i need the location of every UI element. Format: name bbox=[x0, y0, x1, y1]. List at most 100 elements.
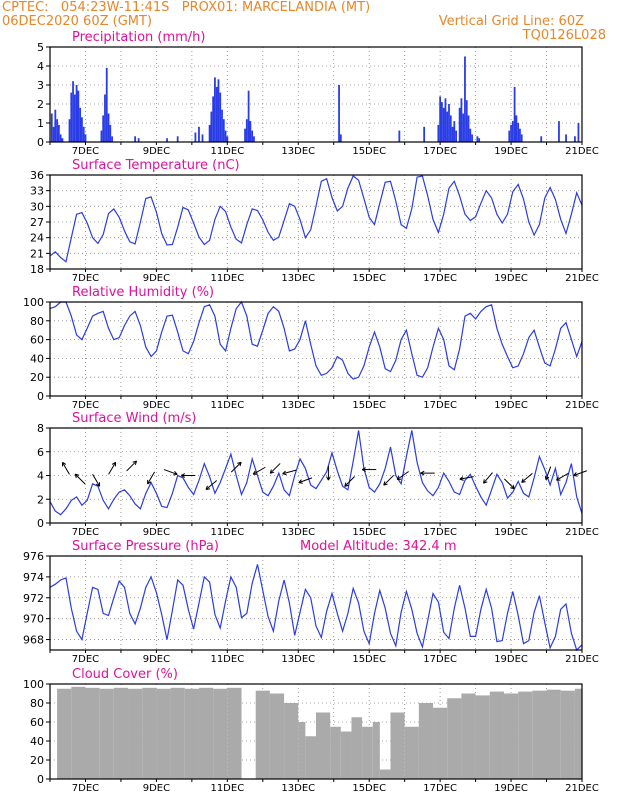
x-tick-label: 21DEC bbox=[565, 146, 599, 157]
precip-bar bbox=[574, 136, 576, 142]
y-tick-label: 8 bbox=[37, 422, 44, 435]
wind-arrow bbox=[126, 460, 138, 472]
cloud-bar bbox=[330, 726, 341, 779]
wind-arrow-head bbox=[327, 476, 331, 481]
cloud-bar bbox=[298, 722, 306, 779]
precip-bar bbox=[478, 138, 481, 142]
x-tick-label: 13DEC bbox=[281, 273, 315, 284]
precip-bar bbox=[511, 121, 514, 142]
wind-arrow bbox=[108, 461, 117, 475]
precip-bar bbox=[464, 56, 466, 142]
precip-bar bbox=[467, 115, 470, 142]
precip-bar bbox=[79, 107, 82, 142]
x-tick-label: 7DEC bbox=[72, 783, 99, 794]
wind-arrow-head bbox=[483, 481, 488, 484]
wind-arrow-shaft bbox=[344, 476, 355, 487]
precip-bar bbox=[107, 113, 110, 142]
precip-bar bbox=[398, 130, 401, 142]
wind-arrow bbox=[205, 480, 218, 490]
x-tick-label: 7DEC bbox=[72, 654, 99, 665]
wind-arrow bbox=[163, 469, 178, 476]
wind-arrow-head bbox=[483, 479, 485, 484]
wind-arrow-head bbox=[510, 487, 515, 490]
precip-bar bbox=[520, 134, 523, 142]
precip-bar bbox=[444, 98, 447, 142]
cloud-bar bbox=[379, 769, 391, 779]
temp-series-line bbox=[49, 175, 583, 263]
x-tick-label: 11DEC bbox=[210, 273, 244, 284]
precip-bar bbox=[72, 81, 74, 142]
precip-bar bbox=[77, 90, 80, 142]
wind-arrow-shaft bbox=[483, 472, 493, 484]
panel-temp bbox=[46, 174, 583, 272]
wind-arrow bbox=[74, 473, 86, 485]
panel-cloud bbox=[46, 683, 583, 782]
y-tick-label: 5 bbox=[37, 41, 44, 54]
wind-arrow-shaft bbox=[269, 463, 281, 474]
wind-arrow-shaft bbox=[74, 473, 86, 485]
wind-arrow-shaft bbox=[252, 466, 266, 475]
x-tick-label: 19DEC bbox=[494, 783, 528, 794]
wind-arrow-head bbox=[459, 476, 464, 480]
precip-bar bbox=[221, 109, 223, 142]
precip-bar bbox=[54, 109, 57, 142]
precip-bar bbox=[442, 107, 445, 142]
wind-arrow-head bbox=[573, 475, 578, 477]
precip-bar bbox=[224, 130, 227, 142]
panel-frame bbox=[49, 683, 583, 780]
x-tick-label: 17DEC bbox=[423, 146, 457, 157]
y-tick-label: 80 bbox=[30, 315, 44, 328]
x-tick-label: 19DEC bbox=[494, 654, 528, 665]
wind-arrow-head bbox=[361, 467, 366, 471]
cloud-bar bbox=[85, 687, 100, 779]
precip-bar bbox=[215, 86, 218, 142]
model-code: TQ0126L028 bbox=[522, 28, 606, 43]
cloud-title: Cloud Cover (%) bbox=[72, 667, 178, 682]
cloud-bar bbox=[372, 722, 380, 779]
wind-arrow bbox=[573, 470, 587, 477]
panel-rh bbox=[46, 300, 583, 399]
precip-bar bbox=[176, 136, 179, 142]
wind-arrow-shaft bbox=[163, 469, 178, 475]
y-tick-label: 80 bbox=[30, 697, 44, 710]
x-tick-label: 15DEC bbox=[352, 400, 386, 411]
wind-arrow-shaft bbox=[459, 476, 474, 480]
cloud-bar bbox=[546, 689, 561, 779]
grid-note: Vertical Grid Line: 60Z bbox=[438, 14, 584, 29]
wind-arrow-head bbox=[512, 484, 515, 489]
y-tick-label: 0 bbox=[37, 773, 44, 786]
x-tick-label: 19DEC bbox=[494, 273, 528, 284]
precip-bar bbox=[251, 130, 254, 142]
wind-arrow bbox=[383, 474, 395, 486]
x-tick-label: 9DEC bbox=[143, 273, 170, 284]
precip-bar bbox=[57, 124, 60, 142]
wind-arrow-head bbox=[173, 473, 178, 476]
precip-bar bbox=[166, 138, 168, 142]
panel-wind bbox=[46, 427, 587, 526]
cloud-bar bbox=[503, 693, 519, 779]
model-altitude-label: Model Altitude: 342.4 m bbox=[300, 539, 457, 554]
y-tick-label: 0 bbox=[37, 390, 44, 403]
x-tick-label: 21DEC bbox=[565, 527, 599, 538]
precip-bar bbox=[59, 134, 62, 142]
precip-bar bbox=[449, 115, 452, 142]
cloud-bar bbox=[227, 687, 242, 779]
cloud-bar bbox=[351, 717, 363, 779]
cloud-bar bbox=[99, 688, 114, 779]
precip-bar bbox=[460, 98, 463, 142]
y-tick-label: 24 bbox=[30, 232, 44, 245]
precip-bar bbox=[338, 85, 340, 142]
y-tick-label: 2 bbox=[37, 98, 44, 111]
x-tick-label: 11DEC bbox=[210, 654, 244, 665]
panel-precip bbox=[46, 46, 583, 145]
precip-bar bbox=[513, 86, 516, 142]
wind-arrow-head bbox=[239, 462, 242, 467]
wind-arrow-shaft bbox=[92, 473, 101, 487]
x-tick-label: 21DEC bbox=[565, 400, 599, 411]
wind-arrow-shaft bbox=[147, 471, 156, 485]
precip-bar bbox=[208, 124, 211, 142]
wind-arrow-shaft bbox=[108, 462, 116, 475]
y-tick-label: 100 bbox=[23, 678, 44, 691]
wind-arrow-shaft bbox=[545, 466, 552, 480]
wind-arrow-head bbox=[298, 479, 302, 483]
